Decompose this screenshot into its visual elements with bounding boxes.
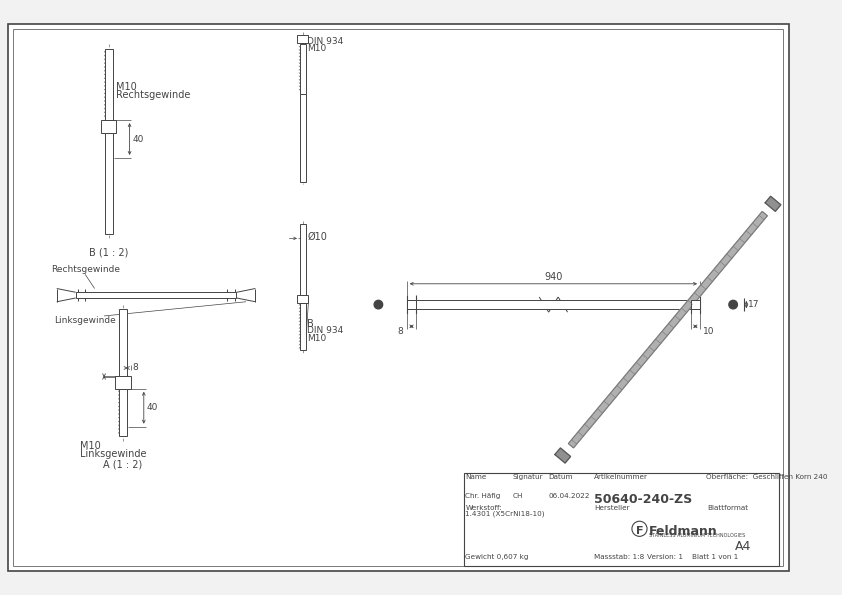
Text: M10: M10 <box>80 441 101 451</box>
Circle shape <box>374 300 382 309</box>
Text: Version: 1: Version: 1 <box>647 555 683 560</box>
Bar <box>115 375 131 389</box>
Text: 8: 8 <box>397 327 403 336</box>
Bar <box>105 49 113 120</box>
Bar <box>407 300 700 309</box>
Text: Gewicht 0,607 kg: Gewicht 0,607 kg <box>466 555 529 560</box>
Polygon shape <box>568 211 767 448</box>
Text: Werkstoff:: Werkstoff: <box>466 505 502 511</box>
Text: Oberfläche:  Geschliffen Korn 240: Oberfläche: Geschliffen Korn 240 <box>706 474 827 480</box>
Text: DIN 934: DIN 934 <box>307 37 344 46</box>
Text: M10: M10 <box>307 45 327 54</box>
Text: Linksgewinde: Linksgewinde <box>80 449 147 459</box>
Bar <box>464 473 780 566</box>
Text: Massstab: 1:8: Massstab: 1:8 <box>594 555 644 560</box>
Text: M10: M10 <box>116 82 137 92</box>
Bar <box>300 93 306 181</box>
Text: 40: 40 <box>132 134 144 143</box>
Text: CH: CH <box>513 493 523 499</box>
Bar <box>300 303 306 350</box>
Bar <box>120 309 127 375</box>
Text: 940: 940 <box>544 272 562 282</box>
Text: M10: M10 <box>307 334 327 343</box>
Bar <box>105 133 113 234</box>
Bar <box>407 300 416 309</box>
Text: A (1 : 2): A (1 : 2) <box>104 460 142 469</box>
Text: STAINLESS ALUMINIUM TECHNOLOGIES: STAINLESS ALUMINIUM TECHNOLOGIES <box>649 533 745 537</box>
Polygon shape <box>555 448 571 463</box>
Text: 50640-240-ZS: 50640-240-ZS <box>594 493 692 506</box>
Text: 06.04.2022: 06.04.2022 <box>549 493 590 499</box>
Text: Datum: Datum <box>549 474 573 480</box>
Text: B (1 : 2): B (1 : 2) <box>89 248 129 258</box>
Bar <box>297 35 308 43</box>
Text: Blatt 1 von 1: Blatt 1 von 1 <box>691 555 738 560</box>
Bar <box>300 45 306 93</box>
Text: 10: 10 <box>703 327 714 336</box>
Text: A4: A4 <box>734 540 751 553</box>
Text: Signatur: Signatur <box>513 474 543 480</box>
Text: 1.4301 (X5CrNi18-10): 1.4301 (X5CrNi18-10) <box>466 511 545 517</box>
Text: Blattformat: Blattformat <box>707 505 749 511</box>
Text: Ø10: Ø10 <box>307 231 328 242</box>
Text: Artikelnummer: Artikelnummer <box>594 474 648 480</box>
Bar <box>120 389 127 436</box>
Circle shape <box>729 300 738 309</box>
Polygon shape <box>56 289 76 302</box>
Text: Hersteller: Hersteller <box>594 505 630 511</box>
Text: Name: Name <box>466 474 487 480</box>
Text: 8: 8 <box>132 362 138 371</box>
Text: Chr. Häfig: Chr. Häfig <box>466 493 501 499</box>
Bar <box>690 300 700 309</box>
Text: F: F <box>636 526 643 536</box>
Text: Rechtsgewinde: Rechtsgewinde <box>116 90 191 100</box>
Bar <box>300 224 306 295</box>
Text: 17: 17 <box>749 300 759 309</box>
Bar <box>297 295 308 303</box>
Text: Feldmann: Feldmann <box>649 525 717 538</box>
Text: 40: 40 <box>147 403 158 412</box>
Bar <box>76 292 237 298</box>
Text: B: B <box>307 319 314 329</box>
Text: DIN 934: DIN 934 <box>307 326 344 336</box>
Bar <box>101 120 116 133</box>
Text: Rechtsgewinde: Rechtsgewinde <box>51 265 120 274</box>
Polygon shape <box>765 196 781 211</box>
Text: Linksgewinde: Linksgewinde <box>54 316 116 325</box>
